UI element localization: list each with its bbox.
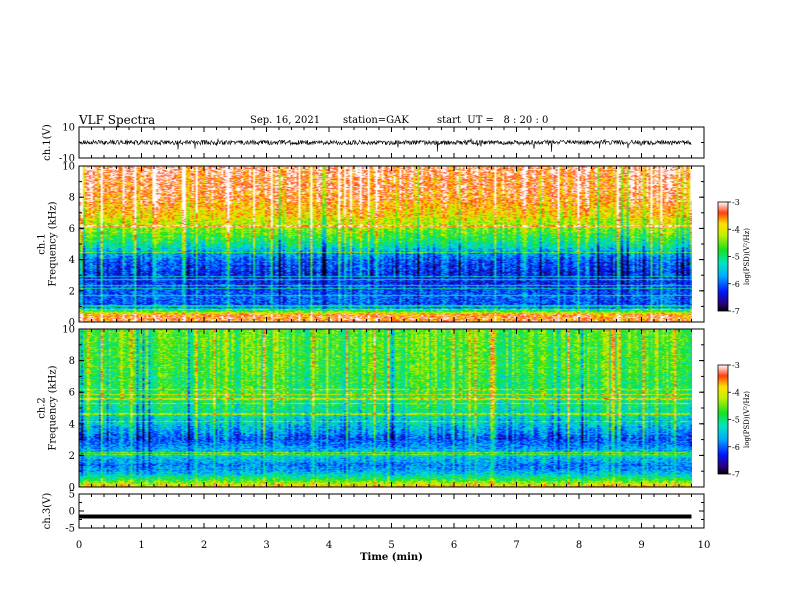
x-axis-label: Time (min): [360, 552, 423, 563]
y-tick-label: 0: [69, 483, 75, 494]
y-tick-label: 0: [69, 507, 75, 518]
colorbar-label: log(PSD)(V²/Hz): [743, 391, 751, 448]
y-tick-label: 8: [69, 193, 75, 204]
y-tick-label: 10: [62, 325, 75, 336]
x-tick-label: 4: [326, 540, 332, 551]
ch1-spectrogram: [79, 166, 692, 322]
colorbar-tick-label: -5: [732, 253, 740, 262]
colorbar-tick-label: -5: [732, 416, 740, 425]
y-axis-label: Frequency (kHz): [48, 201, 59, 286]
colorbars: -3 -4 -5 -6 -7 log(PSD)(V²/Hz) -3 -4 -5 -6 -7 log(P…: [717, 198, 751, 479]
colorbar-tick-label: -3: [732, 361, 740, 370]
y-axis-label: ch.3(V): [42, 493, 53, 530]
ch2-colorbar: [717, 364, 729, 475]
x-tick-label: 10: [698, 540, 711, 551]
ch2-spectrogram: [79, 329, 692, 487]
y-tick-label: -5: [65, 524, 75, 535]
ch1-waveform-panel: [78, 138, 692, 152]
y-tick-label: 5: [69, 490, 75, 501]
ch2-spectrogram-raster: [79, 329, 692, 487]
panel-frame-w3: [78, 493, 705, 529]
start-time-label: start UT = 8 : 20 : 0: [437, 115, 549, 126]
ch1-waveform-trace: [78, 138, 692, 152]
x-tick-label: 3: [263, 540, 269, 551]
y-tick-label: 0: [69, 318, 75, 329]
x-tick-label: 8: [576, 540, 582, 551]
x-tick-label: 9: [638, 540, 644, 551]
ch1-colorbar: [717, 201, 729, 312]
colorbar-tick-label: -4: [732, 225, 740, 234]
y-axis-label: Frequency (kHz): [48, 365, 59, 450]
y-tick-label: 10: [62, 162, 75, 173]
colorbar-tick-label: -7: [732, 470, 740, 479]
colorbar-tick-label: -7: [732, 307, 740, 316]
y-tick-label: 2: [69, 451, 75, 462]
chart-title: VLF Spectra: [79, 113, 156, 127]
colorbar-tick-label: -4: [732, 388, 740, 397]
y-tick-label: -10: [59, 154, 75, 165]
y-tick-label: 10: [62, 123, 75, 134]
y-axis-label: ch.1: [37, 233, 48, 255]
x-tick-label: 2: [201, 540, 207, 551]
y-tick-label: 8: [69, 356, 75, 367]
x-tick-label: 7: [513, 540, 519, 551]
y-tick-label: 6: [69, 388, 75, 399]
colorbar-tick-label: -3: [732, 198, 740, 207]
colorbar-label: log(PSD)(V²/Hz): [743, 228, 751, 285]
y-axis-label: ch.2: [37, 397, 48, 419]
y-tick-label: 2: [69, 286, 75, 297]
x-tick-label: 5: [388, 540, 394, 551]
station-label: station=GAK: [343, 115, 409, 126]
date-label: Sep. 16, 2021: [250, 115, 321, 126]
colorbar-tick-label: -6: [732, 280, 740, 289]
x-tick-label: 0: [76, 540, 82, 551]
y-axis-label: ch.1(V): [42, 124, 53, 161]
colorbar-tick-label: -6: [732, 443, 740, 452]
y-tick-label: 4: [69, 419, 75, 430]
x-tick-label: 6: [451, 540, 457, 551]
y-tick-label: 4: [69, 255, 75, 266]
ch1-spectrogram-raster: [79, 166, 692, 322]
y-tick-label: 6: [69, 224, 75, 235]
x-tick-label: 1: [138, 540, 144, 551]
